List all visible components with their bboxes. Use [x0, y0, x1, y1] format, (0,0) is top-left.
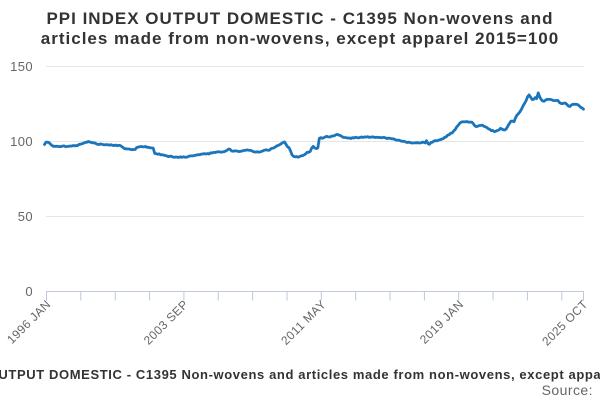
svg-text:150: 150 [10, 59, 33, 74]
svg-text:2025 OCT: 2025 OCT [539, 297, 590, 348]
svg-text:2003 SEP: 2003 SEP [141, 297, 191, 347]
svg-text:1996 JAN: 1996 JAN [4, 297, 53, 346]
svg-text:100: 100 [10, 134, 33, 149]
svg-text:0: 0 [25, 284, 33, 299]
svg-text:2011 MAY: 2011 MAY [278, 297, 329, 348]
svg-text:2019 JAN: 2019 JAN [417, 297, 466, 346]
svg-text:50: 50 [18, 209, 33, 224]
